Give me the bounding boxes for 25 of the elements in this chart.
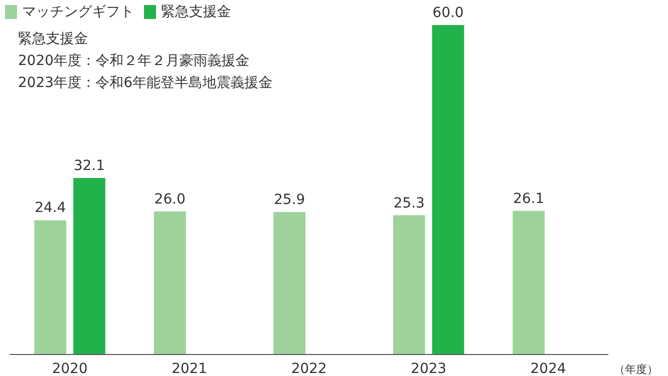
bar (273, 212, 306, 354)
bar (432, 25, 464, 354)
bar (34, 220, 66, 354)
legend-label: 緊急支援金 (161, 4, 231, 20)
data-label: 26.0 (154, 191, 186, 208)
data-label: 25.9 (274, 192, 306, 208)
data-label: 60.0 (432, 5, 464, 21)
x-tick-label: 2022 (291, 361, 327, 376)
x-tick-label: 2024 (530, 361, 566, 376)
legend-label: マッチングギフト (22, 4, 134, 20)
x-tick-label: 2023 (410, 361, 446, 376)
bar (512, 210, 545, 354)
annotation: 2023年度：令和6年能登半島地震義援金 (18, 75, 273, 91)
x-tick-label: 2021 (172, 361, 208, 376)
data-label: 26.1 (513, 190, 544, 207)
bar (393, 215, 426, 354)
bar (154, 211, 186, 354)
annotation: 2020年度：令和２年２月豪雨義援金 (18, 53, 250, 69)
x-tick-label: 2020 (52, 361, 88, 376)
data-label: 24.4 (34, 200, 66, 216)
x-axis-title: （年度） (614, 363, 658, 376)
annotation: 緊急支援金 (18, 31, 88, 47)
data-label: 32.1 (74, 158, 105, 174)
data-label: 25.3 (393, 195, 425, 212)
bar (73, 178, 106, 354)
